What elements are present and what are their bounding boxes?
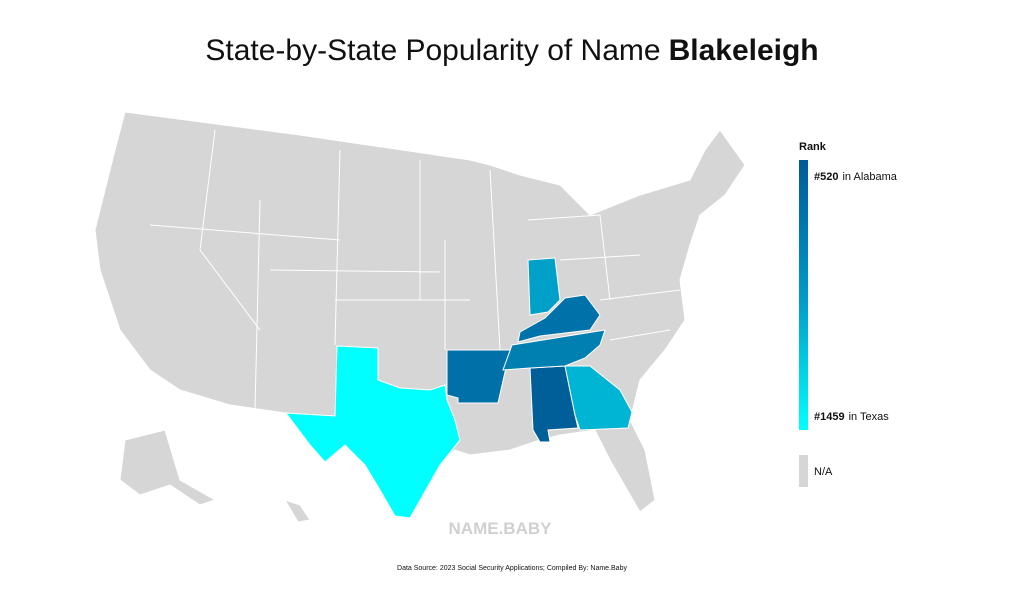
- legend-na: N/A: [814, 466, 833, 478]
- legend-bottom: #1459 in Texas: [814, 411, 889, 423]
- legend-top-state: in Alabama: [842, 171, 897, 183]
- legend-title: Rank: [799, 141, 827, 153]
- source: Data Source: 2023 Social Security Applic…: [397, 565, 627, 572]
- title-name: Blakeleigh: [669, 34, 819, 67]
- state-tennessee: [502, 329, 606, 371]
- us-map: [94, 111, 746, 523]
- state-georgia: [564, 365, 633, 431]
- legend-bottom-state: in Texas: [849, 411, 890, 423]
- title: State-by-State Popularity of Name Blakele…: [205, 34, 818, 67]
- state-indiana: [527, 257, 561, 316]
- legend-bottom-rank: #1459: [814, 411, 845, 423]
- state-kentucky: [517, 294, 601, 343]
- alaska: [119, 429, 217, 506]
- title-prefix: State-by-State Popularity of Name: [205, 34, 660, 67]
- state-borders: [149, 129, 681, 411]
- legend: Rank #520 in Alabama #1459 in Texas N/A: [799, 141, 898, 487]
- hawaii: [283, 499, 311, 523]
- legend-top-rank: #520: [814, 171, 838, 183]
- state-texas: [284, 345, 461, 519]
- watermark: NAME.BABY: [449, 519, 553, 538]
- legend-top: #520 in Alabama: [814, 171, 898, 183]
- legend-na-swatch: [799, 455, 808, 487]
- legend-gradient: [799, 160, 808, 430]
